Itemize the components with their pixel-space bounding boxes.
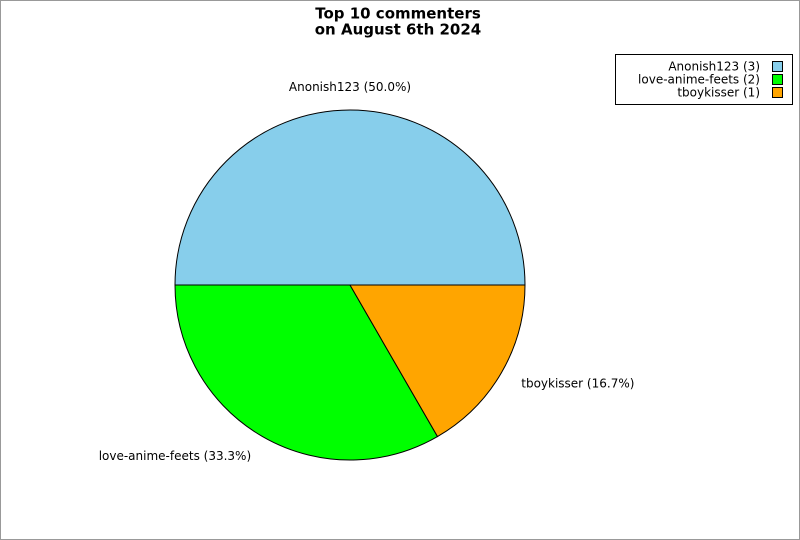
slice-label: tboykisser (16.7%) <box>521 376 634 390</box>
legend-swatch <box>772 74 783 85</box>
legend-label: Anonish123 (3) <box>668 60 760 74</box>
slice-label: love-anime-feets (33.3%) <box>99 449 251 463</box>
pie-slice <box>349 284 526 438</box>
legend-box <box>615 54 793 105</box>
pie-slice <box>174 284 439 461</box>
pie-slice <box>174 109 526 286</box>
legend-label: love-anime-feets (2) <box>638 73 760 87</box>
legend-swatch <box>772 87 783 98</box>
legend-swatch <box>772 61 783 72</box>
chart-title: on August 6th 2024 <box>315 21 482 39</box>
chart-title: Top 10 commenters <box>315 5 481 23</box>
slice-label: Anonish123 (50.0%) <box>289 80 411 94</box>
legend-label: tboykisser (1) <box>677 86 760 100</box>
